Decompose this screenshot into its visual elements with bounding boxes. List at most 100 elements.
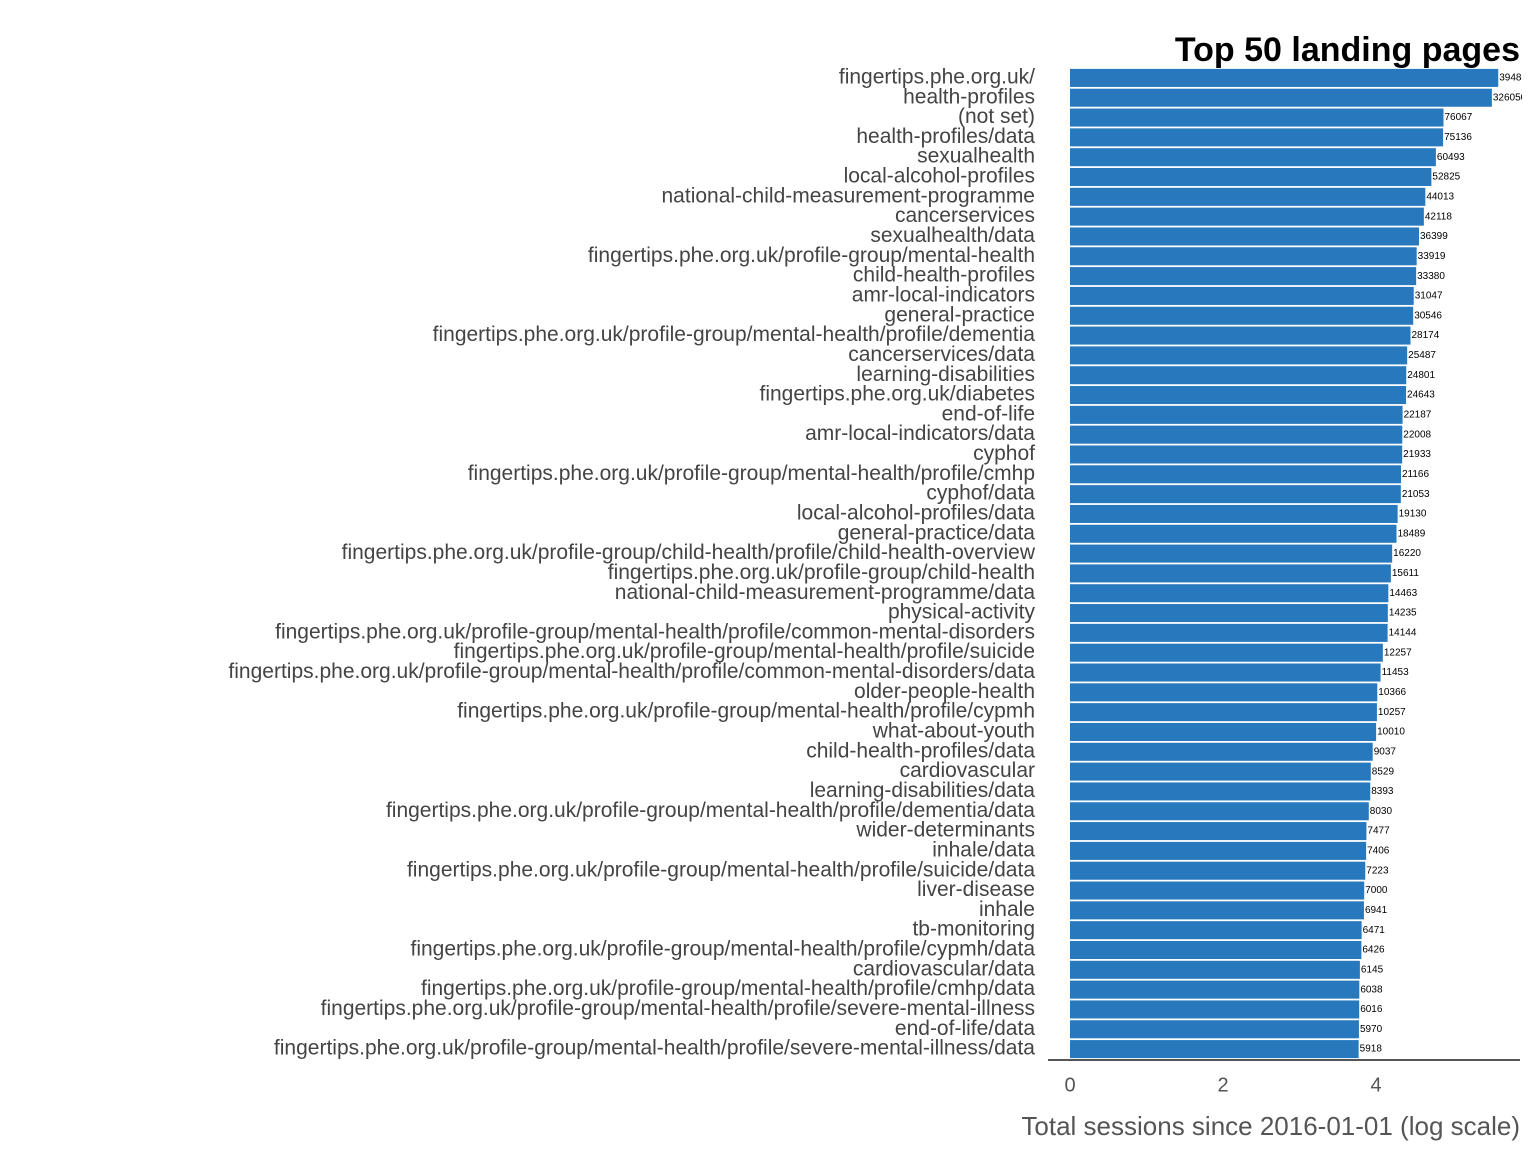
y-tick-label: cyphof xyxy=(973,442,1035,465)
bar xyxy=(1070,683,1378,702)
bar xyxy=(1070,445,1403,464)
bar xyxy=(1070,108,1444,127)
value-label: 14235 xyxy=(1389,608,1417,619)
y-tick-label: wider-determinants xyxy=(855,819,1035,842)
bar xyxy=(1070,128,1444,147)
value-label: 8393 xyxy=(1371,786,1394,797)
value-label: 76067 xyxy=(1445,112,1473,123)
bar xyxy=(1070,604,1388,623)
y-tick-label: fingertips.phe.org.uk/profile-group/chil… xyxy=(342,541,1036,564)
bar xyxy=(1070,88,1492,107)
y-tick-label: older-people-health xyxy=(854,680,1035,703)
value-label: 14144 xyxy=(1389,628,1417,639)
y-tick-label: local-alcohol-profiles/data xyxy=(797,501,1035,524)
y-tick-label: learning-disabilities xyxy=(856,363,1035,386)
value-label: 44013 xyxy=(1426,191,1454,202)
x-axis-title: Total sessions since 2016-01-01 (log sca… xyxy=(1021,1111,1520,1141)
value-label: 14463 xyxy=(1389,588,1417,599)
value-label: 10010 xyxy=(1377,727,1405,738)
value-label: 5970 xyxy=(1360,1024,1383,1035)
y-tick-label: cardiovascular xyxy=(900,759,1035,782)
y-tick-label: what-about-youth xyxy=(872,720,1035,743)
y-tick-label: health-profiles xyxy=(903,85,1035,108)
bar xyxy=(1070,504,1398,523)
value-label: 60493 xyxy=(1437,152,1465,163)
bar xyxy=(1070,703,1377,722)
value-label: 394800 xyxy=(1499,73,1533,84)
y-tick-label: inhale xyxy=(979,898,1035,921)
value-label: 5918 xyxy=(1360,1044,1383,1055)
y-tick-label: fingertips.phe.org.uk/profile-group/ment… xyxy=(321,997,1035,1020)
bar xyxy=(1070,465,1401,484)
value-label: 15611 xyxy=(1392,568,1420,579)
y-tick-label: fingertips.phe.org.uk/profile-group/ment… xyxy=(274,1037,1035,1060)
y-tick-label: cardiovascular/data xyxy=(853,957,1035,980)
bar xyxy=(1070,762,1371,781)
value-label: 33380 xyxy=(1417,271,1445,282)
bar xyxy=(1070,881,1365,900)
bar xyxy=(1070,187,1426,206)
bar xyxy=(1070,564,1391,583)
x-tick-label: 4 xyxy=(1371,1074,1382,1096)
value-label: 31047 xyxy=(1415,291,1443,302)
bar xyxy=(1070,940,1362,960)
bar xyxy=(1070,742,1373,761)
y-tick-label: liver-disease xyxy=(917,878,1035,901)
value-label: 21166 xyxy=(1402,469,1430,480)
value-label: 6145 xyxy=(1361,964,1384,975)
y-tick-label: local-alcohol-profiles xyxy=(844,165,1035,188)
value-label: 33919 xyxy=(1418,251,1446,262)
bar xyxy=(1070,822,1367,841)
chart-title: Top 50 landing pages xyxy=(1175,31,1520,69)
value-label: 42118 xyxy=(1425,211,1453,222)
bar xyxy=(1070,960,1360,979)
bar xyxy=(1070,643,1383,662)
value-label: 7406 xyxy=(1367,846,1390,857)
y-tick-label: fingertips.phe.org.uk/diabetes xyxy=(759,383,1035,406)
bar xyxy=(1070,980,1360,999)
value-label: 16220 xyxy=(1393,548,1421,559)
x-tick-label: 2 xyxy=(1217,1074,1228,1096)
value-label: 6038 xyxy=(1360,984,1383,995)
y-tick-label: general-practice/data xyxy=(838,521,1036,544)
y-tick-label: fingertips.phe.org.uk/profile-group/ment… xyxy=(457,700,1035,723)
y-tick-label: national-child-measurement-programme/dat… xyxy=(615,581,1036,604)
y-tick-label: fingertips.phe.org.uk/profile-group/ment… xyxy=(454,640,1035,663)
value-label: 21933 xyxy=(1403,449,1431,460)
bar xyxy=(1070,167,1432,187)
y-tick-label: fingertips.phe.org.uk/profile-group/ment… xyxy=(468,462,1035,485)
y-tick-label: amr-local-indicators/data xyxy=(805,422,1035,445)
y-tick-label: cyphof/data xyxy=(926,482,1035,505)
y-tick-label: fingertips.phe.org.uk/profile-group/chil… xyxy=(608,561,1035,584)
value-label: 9037 xyxy=(1374,746,1397,757)
y-tick-label: end-of-life/data xyxy=(895,1017,1035,1040)
bar xyxy=(1070,485,1401,504)
bar xyxy=(1070,921,1362,940)
bar xyxy=(1070,227,1420,246)
value-label: 18489 xyxy=(1398,528,1426,539)
y-tick-label: national-child-measurement-programme xyxy=(662,184,1036,207)
value-label: 21053 xyxy=(1402,489,1430,500)
value-label: 75136 xyxy=(1444,132,1472,143)
x-tick-label: 0 xyxy=(1064,1074,1075,1096)
y-tick-label: tb-monitoring xyxy=(912,918,1035,941)
bar xyxy=(1070,346,1408,365)
y-tick-label: health-profiles/data xyxy=(856,125,1035,148)
y-tick-label: fingertips.phe.org.uk/profile-group/ment… xyxy=(407,858,1035,881)
y-tick-label: inhale/data xyxy=(932,838,1035,861)
value-label: 7000 xyxy=(1365,885,1388,896)
value-label: 28174 xyxy=(1412,330,1440,341)
value-label: 25487 xyxy=(1408,350,1436,361)
value-label: 52825 xyxy=(1432,172,1460,183)
value-label: 22008 xyxy=(1403,429,1431,440)
y-tick-label: cancerservices xyxy=(895,204,1035,227)
bar xyxy=(1070,861,1366,880)
bar xyxy=(1070,405,1403,424)
y-tick-label: fingertips.phe.org.uk/profile-group/ment… xyxy=(588,244,1035,267)
value-label: 7223 xyxy=(1366,865,1389,876)
bar xyxy=(1070,623,1388,642)
bar xyxy=(1070,584,1389,603)
value-label: 24801 xyxy=(1407,370,1435,381)
bar xyxy=(1070,782,1371,801)
